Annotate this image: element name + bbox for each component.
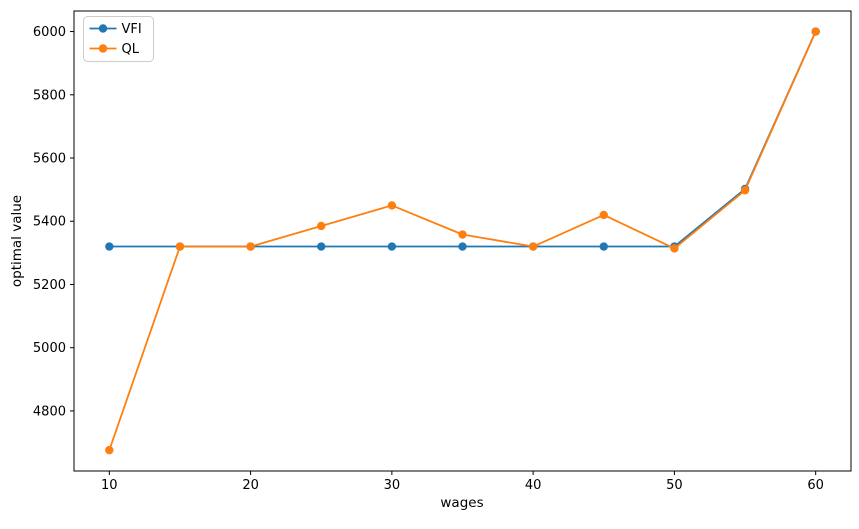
series-marker-ql [246, 242, 255, 251]
series-marker-ql [175, 242, 185, 251]
series-marker-vfi [599, 242, 608, 251]
y-tick-label: 4800 [33, 404, 66, 419]
y-tick-label: 5000 [33, 341, 66, 356]
y-tick-label: 5800 [33, 88, 66, 103]
y-axis-label: optimal value [9, 195, 25, 287]
y-tick-label: 5200 [33, 278, 66, 293]
legend-item-vfi: VFI [89, 22, 142, 37]
series-marker-ql [670, 244, 679, 253]
series-marker-vfi [458, 242, 467, 251]
series-marker-ql [740, 186, 750, 195]
y-tick-label: 5400 [33, 215, 66, 230]
legend-item-ql: QL [89, 42, 140, 57]
legend-swatch-marker [98, 24, 108, 33]
plot-area [73, 10, 852, 472]
series-marker-ql [458, 230, 467, 239]
series-marker-ql [105, 445, 114, 455]
legend-label: QL [122, 42, 140, 57]
plot-border [73, 10, 852, 472]
x-tick-label: 60 [807, 478, 824, 493]
series-marker-ql [599, 210, 608, 220]
x-tick-label: 30 [384, 478, 401, 493]
series-marker-ql [528, 242, 538, 251]
series-marker-ql [811, 27, 820, 36]
legend-label: VFI [122, 22, 142, 37]
series-marker-ql [317, 221, 326, 231]
series-marker-ql [387, 201, 397, 210]
x-tick-label: 40 [525, 478, 542, 493]
series-marker-vfi [387, 242, 397, 251]
series-marker-vfi [105, 242, 114, 251]
x-tick-label: 50 [666, 478, 683, 493]
series-marker-vfi [317, 242, 326, 251]
legend-swatch-marker [98, 44, 108, 53]
series-ql [105, 27, 820, 455]
x-tick-label: 10 [101, 478, 118, 493]
legend-box [83, 16, 154, 62]
y-tick-label: 6000 [33, 25, 66, 40]
axis-ticks: 10 20 30 40 50 60 4800 5000 5200 5400 5600 5800 6000 [33, 25, 824, 493]
legend: VFI QL [83, 16, 154, 62]
series-group [105, 27, 820, 455]
x-axis-label: wages [440, 495, 483, 511]
y-tick-label: 5600 [33, 152, 66, 167]
x-tick-label: 20 [242, 478, 259, 493]
